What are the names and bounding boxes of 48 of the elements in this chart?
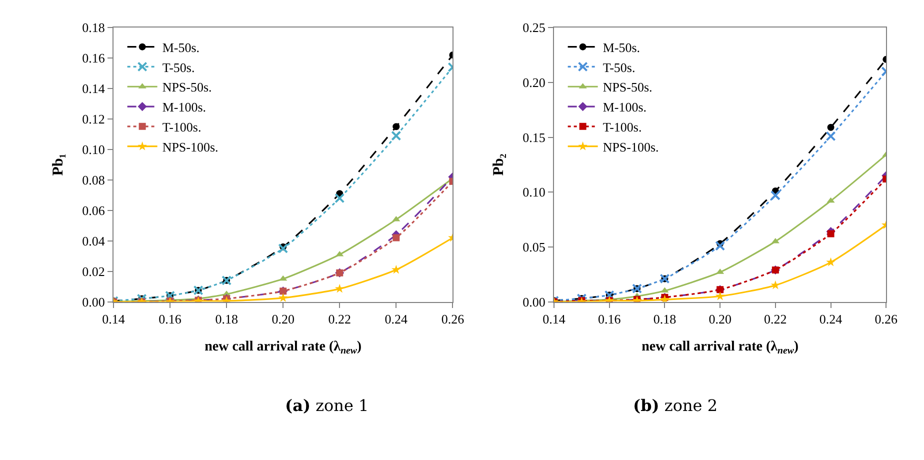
legend-label: T-100s. (602, 119, 642, 134)
x-tick-label: 0.16 (158, 311, 182, 326)
legend-label: NPS-100s. (162, 139, 218, 154)
x-tick-label: 0.20 (272, 311, 294, 326)
x-tick-label: 0.26 (441, 311, 465, 326)
x-axis-title: new call arrival rate (λ$_{new}$) (642, 340, 799, 357)
legend-label: M-50s. (162, 40, 200, 55)
y-axis-title: Pb₂ (490, 153, 507, 176)
legend-label: T-100s. (162, 119, 202, 134)
y-tick-label: 0.04 (82, 233, 106, 248)
legend-label: NPS-100s. (602, 139, 659, 154)
x-tick-label: 0.22 (764, 311, 787, 326)
x-axis-title: new call arrival rate (λ$_{new}$) (204, 340, 362, 357)
text: (a) zone 1 (285, 396, 369, 415)
legend-label: M-100s. (602, 100, 647, 115)
y-tick-label: 0.18 (82, 20, 105, 36)
x-tick-label: 0.18 (215, 311, 238, 326)
y-tick-label: 0.14 (82, 81, 106, 96)
legend-label: M-50s. (602, 40, 640, 55)
y-tick-label: 0.00 (522, 294, 546, 310)
y-tick-label: 0.12 (82, 112, 105, 127)
legend-label: T-50s. (602, 60, 636, 75)
y-tick-label: 0.20 (522, 74, 546, 90)
x-tick-label: 0.24 (819, 311, 843, 326)
legend-label: T-50s. (162, 60, 195, 75)
y-tick-label: 0.05 (522, 239, 546, 254)
legend-label: M-100s. (162, 100, 206, 115)
x-tick-label: 0.24 (384, 311, 408, 326)
x-tick-label: 0.26 (874, 311, 898, 326)
y-tick-label: 0.02 (82, 264, 105, 279)
x-tick-label: 0.22 (328, 311, 351, 326)
y-tick-label: 0.00 (82, 294, 105, 310)
text: (b) zone 2 (633, 396, 718, 415)
y-axis-title: Pb₁ (50, 154, 66, 176)
x-tick-label: 0.14 (102, 311, 126, 326)
y-tick-label: 0.25 (522, 20, 546, 36)
legend-label: NPS-50s. (162, 80, 212, 95)
y-tick-label: 0.10 (82, 142, 105, 158)
y-tick-label: 0.08 (82, 172, 105, 188)
legend-label: NPS-50s. (602, 80, 652, 95)
y-tick-label: 0.15 (522, 130, 546, 145)
y-tick-label: 0.10 (522, 184, 546, 200)
x-tick-label: 0.20 (708, 311, 732, 326)
x-tick-label: 0.16 (598, 311, 622, 326)
x-tick-label: 0.18 (653, 311, 676, 326)
y-tick-label: 0.06 (82, 202, 106, 218)
x-tick-label: 0.14 (542, 311, 566, 326)
y-tick-label: 0.16 (82, 50, 106, 66)
